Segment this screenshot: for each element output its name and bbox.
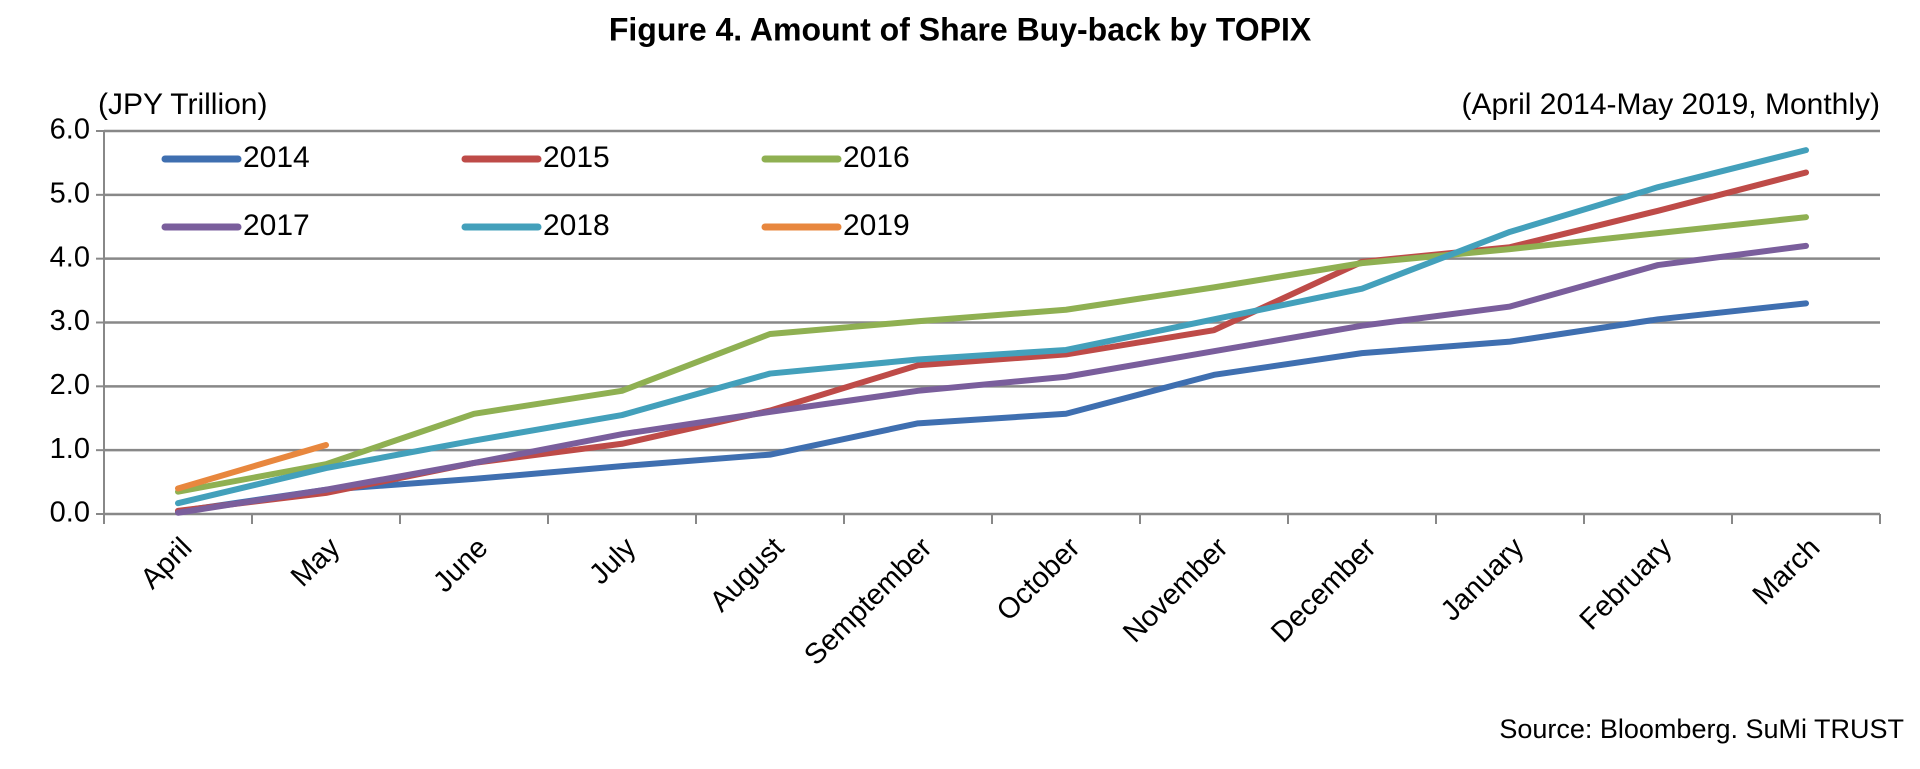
x-tick-label: May	[285, 531, 347, 593]
y-tick-label: 5.0	[50, 177, 90, 209]
y-tick-label: 2.0	[50, 369, 90, 401]
x-tick-label: March	[1747, 532, 1827, 612]
legend-label: 2018	[543, 209, 610, 242]
x-tick-label: August	[704, 532, 790, 618]
y-tick-label: 4.0	[50, 241, 90, 273]
series-line	[175, 442, 329, 492]
x-tick-label: February	[1574, 531, 1679, 636]
x-tick-label: July	[583, 531, 642, 590]
x-tick-label: April	[135, 532, 199, 596]
chart-title: Figure 4. Amount of Share Buy-back by TO…	[609, 11, 1312, 47]
series-line	[175, 242, 1809, 516]
subtitle: (April 2014-May 2019, Monthly)	[1461, 88, 1880, 121]
legend-label: 2019	[843, 209, 910, 242]
x-tick-label: Semptember	[798, 531, 938, 671]
series-line	[175, 147, 1809, 507]
legend-label: 2014	[243, 141, 310, 174]
y-tick-label: 0.0	[50, 497, 90, 529]
x-tick-label: October	[991, 532, 1087, 628]
x-tick-label: January	[1435, 531, 1531, 627]
x-tick-label: June	[427, 532, 494, 599]
legend-label: 2016	[843, 141, 910, 174]
series-line	[175, 300, 1809, 515]
series-line	[175, 169, 1809, 514]
x-tick-label: December	[1265, 532, 1382, 649]
y-tick-label: 1.0	[50, 433, 90, 465]
legend-label: 2017	[243, 209, 310, 242]
series-line	[175, 214, 1809, 495]
y-tick-label: 6.0	[50, 114, 90, 146]
legend-label: 2015	[543, 141, 610, 174]
y-axis-label: (JPY Trillion)	[98, 88, 267, 121]
source-note: Source: Bloomberg. SuMi TRUST	[1499, 714, 1904, 744]
y-tick-label: 3.0	[50, 305, 90, 337]
x-tick-label: November	[1117, 532, 1234, 649]
